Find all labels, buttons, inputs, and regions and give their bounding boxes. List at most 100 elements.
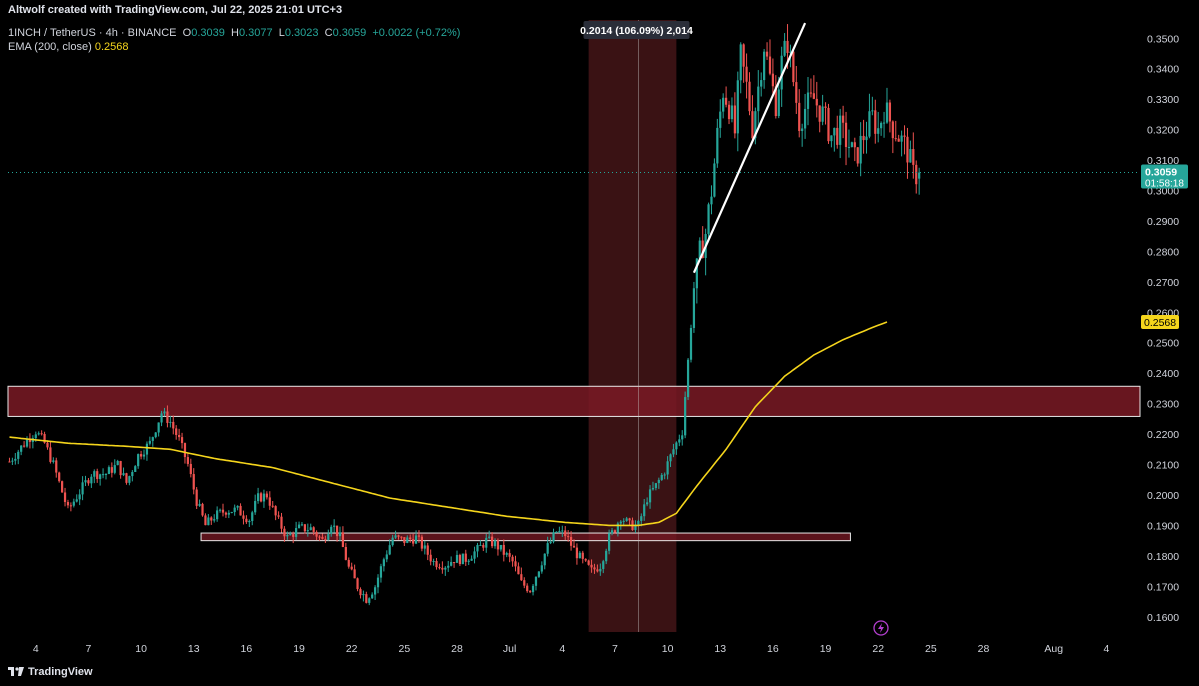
candle-body [862, 135, 865, 141]
y-tick-label: 0.2300 [1147, 399, 1179, 411]
candle-body [295, 528, 298, 537]
candle-body [461, 553, 464, 565]
measure-label-box [583, 21, 690, 39]
last-price-tag [1141, 164, 1188, 189]
x-tick-label: 16 [241, 643, 253, 655]
candle-body [654, 483, 658, 489]
candle-body [373, 587, 377, 595]
ema-label[interactable]: EMA (200, close) [8, 41, 92, 53]
candle-body [894, 138, 897, 140]
candle-body [836, 127, 839, 145]
candle-body [572, 545, 576, 548]
candle-body [745, 66, 748, 82]
y-tick-label: 0.1700 [1147, 581, 1179, 593]
high-value: 0.3077 [238, 27, 273, 39]
candle-body [218, 509, 222, 511]
candle-body [376, 577, 380, 588]
ema-row: EMA (200, close) 0.2568 [8, 40, 460, 54]
last-price-value: 0.3059 [1145, 167, 1177, 179]
candle-body [447, 565, 450, 568]
y-tick-label: 0.2100 [1147, 460, 1179, 472]
candle-body [710, 196, 713, 205]
candle-body [581, 552, 584, 559]
candle-body [216, 510, 219, 520]
y-tick-label: 0.2400 [1147, 368, 1179, 380]
candle-body [730, 105, 734, 120]
candle-body [549, 541, 552, 544]
candle-body [406, 537, 409, 543]
x-tick-label: 10 [662, 643, 674, 655]
candle-body [14, 458, 17, 461]
candle-body [417, 535, 421, 537]
candle-body [274, 506, 277, 516]
candle-body [640, 516, 643, 521]
candle-body [701, 240, 704, 258]
close-value: 0.3059 [332, 27, 367, 39]
candle-body [575, 547, 579, 559]
candle-body [397, 535, 400, 537]
candle-body [657, 479, 660, 484]
candle-body [359, 589, 362, 596]
candle-body [303, 524, 307, 532]
candle-body [815, 98, 818, 106]
tradingview-brand: TradingView [28, 666, 93, 678]
y-tick-label: 0.3100 [1147, 155, 1179, 167]
candle-body [634, 524, 637, 531]
candle-body [511, 556, 514, 562]
ema-price-tag [1141, 315, 1179, 330]
candle-body [224, 512, 228, 515]
candle-body [722, 97, 725, 112]
candle-body [853, 142, 856, 148]
candle-body [318, 536, 321, 538]
candle-body [227, 512, 230, 515]
x-tick-label: 13 [714, 643, 726, 655]
symbol-label[interactable]: 1INCH / TetherUS · 4h · BINANCE [8, 27, 177, 39]
candle-body [28, 439, 32, 442]
candle-body [567, 536, 570, 538]
x-tick-label: 13 [188, 643, 200, 655]
candle-body [300, 524, 304, 526]
candle-body [420, 536, 424, 549]
candle-body [751, 111, 754, 139]
candle-body [72, 501, 75, 506]
candle-body [119, 460, 122, 476]
candle-body [391, 537, 394, 546]
candle-body [189, 463, 192, 475]
candle-body [324, 538, 327, 540]
candle-body [69, 505, 73, 507]
candle-body [107, 467, 111, 475]
candle-body [283, 528, 286, 537]
candle-body [344, 547, 347, 560]
candle-body [906, 136, 909, 163]
y-tick-label: 0.2800 [1147, 246, 1179, 258]
candle-body [476, 544, 479, 552]
candle-body [78, 494, 81, 500]
candle-body [918, 172, 921, 179]
candle-body [458, 554, 462, 565]
candle-body [204, 515, 207, 526]
candle-body [646, 502, 649, 505]
candle-body [847, 146, 851, 148]
zone-box-2 [200, 532, 851, 542]
candle-body [616, 523, 619, 533]
tradingview-logo[interactable]: TradingView [8, 666, 93, 678]
candle-body [99, 474, 102, 479]
candle-body [49, 447, 52, 462]
candle-body [678, 439, 681, 443]
candle-body [628, 518, 631, 521]
y-tick-label: 0.1600 [1147, 612, 1179, 624]
candle-body [590, 564, 593, 568]
candle-body [52, 460, 55, 462]
candle-body [824, 106, 827, 108]
candle-body [777, 89, 780, 117]
candle-body [514, 561, 517, 567]
candle-body [221, 509, 225, 513]
candle-body [686, 359, 690, 398]
candle-body [774, 86, 777, 117]
candle-body [692, 288, 696, 328]
open-key: O [182, 27, 192, 39]
candle-body [265, 493, 268, 498]
candle-body [286, 535, 289, 537]
candle-body [198, 503, 201, 506]
